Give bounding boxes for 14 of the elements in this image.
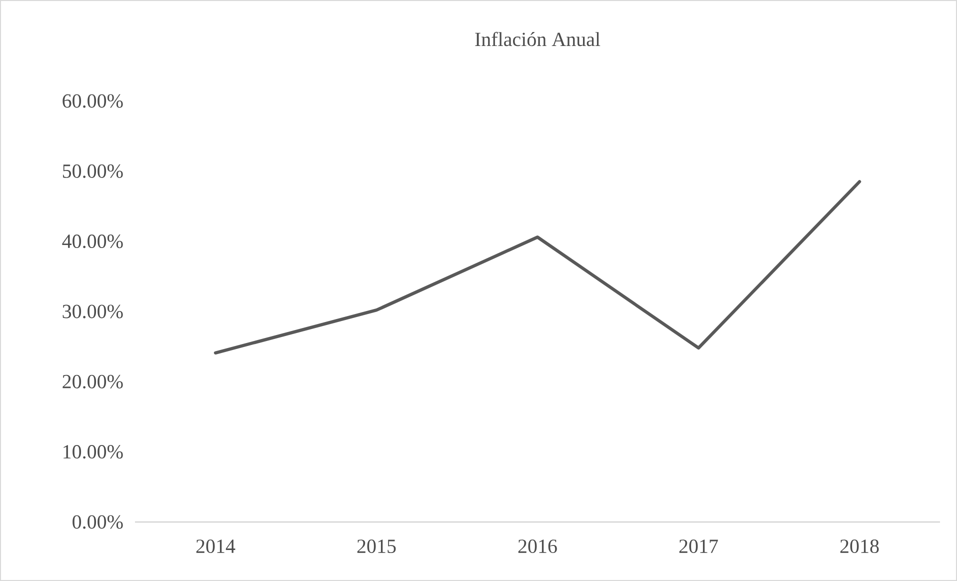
x-tick-label: 2014 — [196, 540, 236, 554]
x-tick-label: 2015 — [357, 540, 396, 554]
y-tick-label: 50.00% — [62, 164, 123, 178]
y-tick-label: 20.00% — [62, 374, 123, 388]
x-tick-label: 2017 — [679, 540, 718, 554]
y-tick-label: 0.00% — [72, 515, 123, 529]
x-tick-label: 2018 — [840, 540, 879, 554]
y-tick-label: 60.00% — [62, 94, 123, 108]
x-tick-label: 2016 — [518, 540, 557, 554]
chart-title: Inflación Anual — [475, 32, 600, 46]
y-tick-label: 30.00% — [62, 304, 123, 318]
y-tick-label: 40.00% — [62, 234, 123, 248]
line-series — [214, 180, 862, 354]
y-tick-label: 10.00% — [64, 445, 123, 459]
